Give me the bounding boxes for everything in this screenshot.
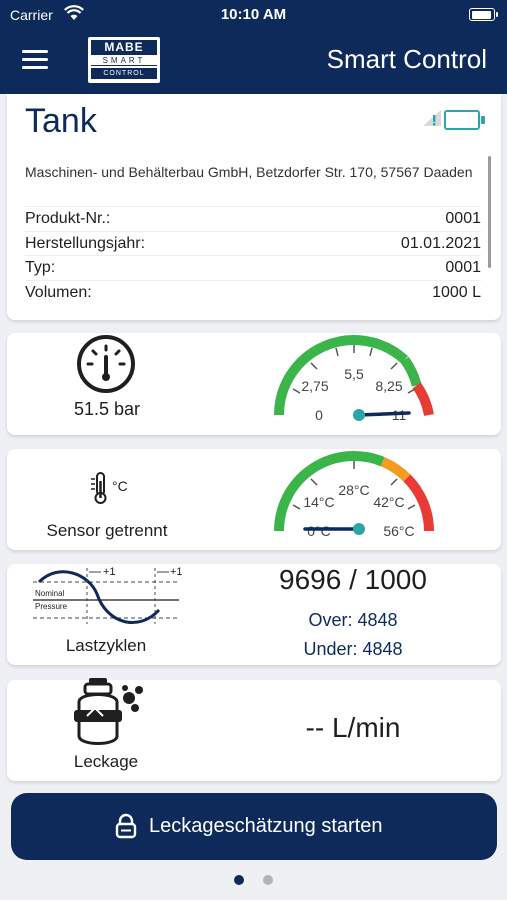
temperature-status: Sensor getrennt (46, 521, 168, 540)
start-leak-estimate-button[interactable]: Leckageschätzung starten (11, 793, 497, 860)
clock: 10:10 AM (220, 6, 287, 23)
load-cycles-count: 9696 / 1000 (279, 564, 427, 595)
battery-icon (469, 8, 498, 21)
temperature-needle-hub (353, 523, 365, 535)
info-scrollbar[interactable] (488, 156, 491, 268)
mabe-logo: MABE SMART CONTROL (88, 37, 160, 83)
nav-bar: MABE SMART CONTROL Smart Control (0, 30, 507, 94)
info-row-product-no: Produkt-Nr.: 0001 (25, 206, 481, 230)
diagram-plus-left: +1 (103, 566, 116, 578)
temperature-card[interactable]: °C Sensor getrennt 14°C 28°C 42°C 0°C 56… (7, 449, 501, 550)
pressure-needle (357, 411, 411, 417)
pressure-gauge-icon (77, 335, 135, 393)
page-dot-1[interactable] (234, 875, 245, 885)
lock-icon (115, 813, 137, 839)
carrier-label: Carrier (10, 7, 53, 23)
leakage-label: Leckage (73, 752, 139, 771)
tank-info-card: Tank Maschinen- und Behälterbau GmbH, Be… (7, 94, 501, 320)
pressure-card[interactable]: 51.5 bar 2,75 5,5 8,25 0 11 (7, 333, 501, 435)
gas-cylinder-leak-icon (74, 678, 143, 745)
load-cycles-label: Lastzyklen (65, 636, 147, 655)
signal-warning-icon (423, 110, 441, 126)
pressure-needle-hub (353, 409, 365, 421)
load-cycles-card[interactable]: +1 +1 Nominal Pressure Lastzyklen 9696 /… (7, 564, 501, 665)
temperature-tick-3: 42°C (373, 494, 404, 510)
thermometer-icon: °C (91, 472, 128, 504)
info-row-type: Typ: 0001 (25, 255, 481, 279)
pressure-value: 51.5 bar (73, 399, 141, 419)
pressure-tick-0: 0 (315, 407, 323, 423)
hamburger-menu-button[interactable] (22, 50, 48, 72)
pressure-gauge: 2,75 5,5 8,25 0 11 (274, 335, 434, 423)
page-indicator (0, 872, 507, 890)
wifi-icon (64, 5, 84, 20)
pressure-tick-3: 8,25 (375, 378, 402, 394)
leakage-card[interactable]: Leckage -- L/min (7, 678, 501, 781)
pressure-tick-1: 2,75 (301, 378, 328, 394)
tank-address: Maschinen- und Behälterbau GmbH, Betzdor… (25, 164, 473, 180)
nav-title: Smart Control (326, 44, 487, 74)
load-cycle-diagram-icon: +1 +1 Nominal Pressure (33, 566, 183, 625)
diagram-nominal-label: Nominal (35, 589, 65, 598)
info-row-volume: Volumen: 1000 L (25, 280, 481, 304)
status-bar: Carrier 10:10 AM (0, 0, 507, 30)
svg-text:°C: °C (112, 478, 128, 494)
info-row-year: Herstellungsjahr: 01.01.2021 (25, 231, 481, 255)
leakage-value: -- L/min (305, 712, 401, 743)
temperature-tick-4: 56°C (383, 523, 414, 539)
temperature-tick-0: 0°C (307, 523, 331, 539)
pressure-tick-2: 5,5 (344, 366, 364, 382)
temperature-tick-2: 28°C (338, 482, 369, 498)
tank-title: Tank (25, 102, 97, 140)
diagram-plus-right: +1 (170, 566, 183, 578)
load-cycles-over: Over: 4848 (308, 610, 398, 630)
start-leak-estimate-label: Leckageschätzung starten (149, 815, 383, 837)
diagram-pressure-label: Pressure (35, 602, 68, 611)
temperature-gauge: 14°C 28°C 42°C 0°C 56°C (274, 451, 434, 539)
temperature-tick-1: 14°C (303, 494, 334, 510)
tank-battery-icon (444, 110, 485, 130)
page-dot-2[interactable] (262, 875, 273, 885)
load-cycles-under: Under: 4848 (303, 639, 403, 659)
